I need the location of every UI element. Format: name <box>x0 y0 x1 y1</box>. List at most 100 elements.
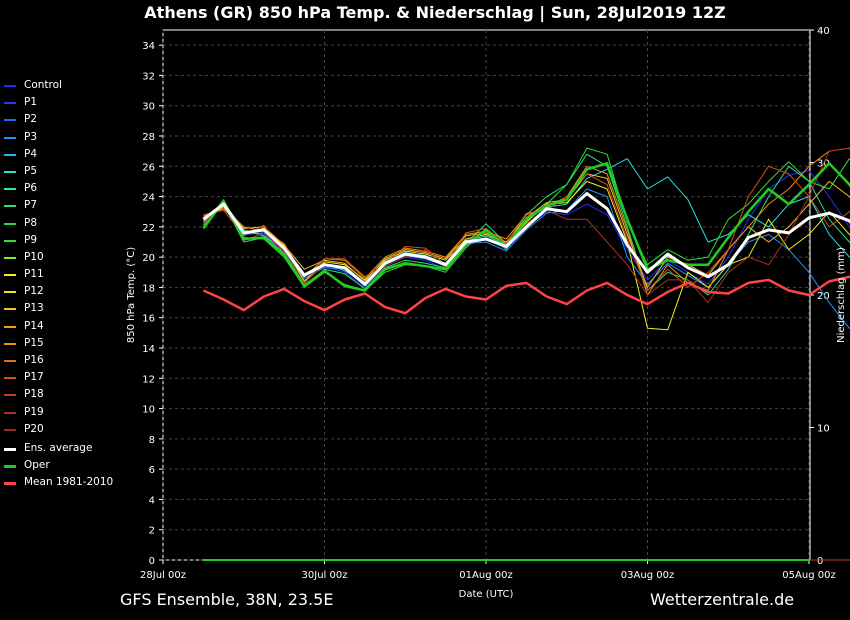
legend-item: P20 <box>4 421 134 438</box>
legend-swatch <box>4 256 16 259</box>
legend-label: Oper <box>24 459 50 472</box>
legend-label: P1 <box>24 96 38 109</box>
y-tick-label: 24 <box>142 193 155 204</box>
y-tick-label: 6 <box>149 465 155 476</box>
legend-swatch <box>4 308 16 311</box>
y2-tick-label: 10 <box>817 424 830 435</box>
legend-label: Ens. average <box>24 441 93 454</box>
legend-swatch <box>4 428 16 431</box>
legend-label: P19 <box>24 405 44 418</box>
series-line-p15 <box>203 147 850 296</box>
legend-swatch <box>4 136 16 139</box>
source-credit: Wetterzentrale.de <box>650 590 795 609</box>
legend-item: P13 <box>4 300 134 317</box>
legend-swatch <box>4 188 16 191</box>
temperature-series <box>202 147 850 331</box>
legend-item: P2 <box>4 111 134 128</box>
y-tick-label: 10 <box>142 405 155 416</box>
legend-label: P13 <box>24 302 44 315</box>
legend-label: P10 <box>24 250 44 263</box>
legend-label: P8 <box>24 216 38 229</box>
legend-label: P4 <box>24 147 38 160</box>
legend-swatch <box>4 447 16 451</box>
y-tick-label: 20 <box>142 253 155 264</box>
y-tick-label: 30 <box>142 102 155 113</box>
y2-tick-label: 40 <box>817 26 830 37</box>
legend-label: P9 <box>24 233 38 246</box>
precipitation-series <box>203 559 850 561</box>
legend-item: P3 <box>4 129 134 146</box>
legend: Control P1 P2 P3 P4 P5 P6 P7 P8 P9 P10 P11 P12 P13 P14… <box>4 77 134 492</box>
legend-swatch <box>4 205 16 208</box>
y-tick-label: 0 <box>149 556 155 567</box>
legend-label: P18 <box>24 388 44 401</box>
legend-swatch <box>4 170 16 173</box>
legend-swatch <box>4 102 16 105</box>
y-tick-label: 14 <box>142 344 155 355</box>
legend-swatch <box>4 360 16 362</box>
legend-item: P15 <box>4 335 134 352</box>
legend-swatch <box>4 85 16 87</box>
x-tick-label: 05Aug 00z <box>782 570 835 581</box>
series-line-p9 <box>203 147 850 291</box>
y-tick-label: 2 <box>149 526 155 537</box>
y-tick-label: 4 <box>149 495 155 506</box>
series-line-p11 <box>203 180 850 331</box>
legend-label: P15 <box>24 336 44 349</box>
legend-item: P7 <box>4 197 134 214</box>
legend-label: P6 <box>24 182 38 195</box>
x-tick-label: 01Aug 00z <box>459 570 512 581</box>
legend-swatch <box>4 119 16 122</box>
legend-label: P12 <box>24 285 44 298</box>
legend-item: Ens. average <box>4 440 134 457</box>
y-tick-label: 34 <box>142 41 155 52</box>
legend-swatch <box>4 274 16 277</box>
y-tick-label: 18 <box>142 283 155 294</box>
legend-swatch <box>4 465 16 469</box>
legend-swatch <box>4 482 16 486</box>
legend-item: P10 <box>4 249 134 266</box>
axes: 0246810121416182022242628303234010203040… <box>140 26 836 581</box>
legend-item: P4 <box>4 146 134 163</box>
x-tick-label: 28Jul 00z <box>140 570 186 581</box>
y2-tick-label: 20 <box>817 291 830 302</box>
y-tick-label: 28 <box>142 132 155 143</box>
y-axis-label: 850 hPa Temp. (°C) <box>126 247 137 343</box>
y-tick-label: 22 <box>142 223 155 234</box>
legend-label: Mean 1981-2010 <box>24 476 114 489</box>
legend-swatch <box>4 153 16 156</box>
legend-item: P17 <box>4 369 134 386</box>
legend-label: P16 <box>24 354 44 366</box>
model-info: GFS Ensemble, 38N, 23.5E <box>120 590 334 609</box>
legend-label: Control <box>24 79 62 91</box>
y2-axis-label: Niederschlag (mm) <box>836 247 847 343</box>
x-tick-label: 30Jul 00z <box>302 570 348 581</box>
legend-item: P12 <box>4 283 134 300</box>
series-line-oper <box>202 162 850 292</box>
y-tick-label: 8 <box>149 435 155 446</box>
legend-swatch <box>4 239 16 242</box>
legend-swatch <box>4 222 16 225</box>
x-tick-label: 03Aug 00z <box>621 570 674 581</box>
legend-item: P1 <box>4 94 134 111</box>
legend-item: P19 <box>4 404 134 421</box>
legend-item: P18 <box>4 386 134 403</box>
legend-swatch <box>4 342 16 345</box>
x-axis-label: Date (UTC) <box>459 589 514 600</box>
legend-label: P5 <box>24 164 38 177</box>
legend-swatch <box>4 411 16 414</box>
legend-item: P9 <box>4 232 134 249</box>
legend-swatch <box>4 377 16 380</box>
legend-item: P5 <box>4 163 134 180</box>
legend-label: P14 <box>24 319 44 332</box>
legend-item: P16 <box>4 352 134 369</box>
legend-label: P20 <box>24 422 44 435</box>
legend-label: P17 <box>24 371 44 384</box>
legend-item: P8 <box>4 215 134 232</box>
legend-swatch <box>4 394 16 397</box>
series-line-ens-average <box>202 192 850 286</box>
legend-item: Control <box>4 77 134 94</box>
y-tick-label: 12 <box>142 374 155 385</box>
legend-item: Oper <box>4 457 134 474</box>
